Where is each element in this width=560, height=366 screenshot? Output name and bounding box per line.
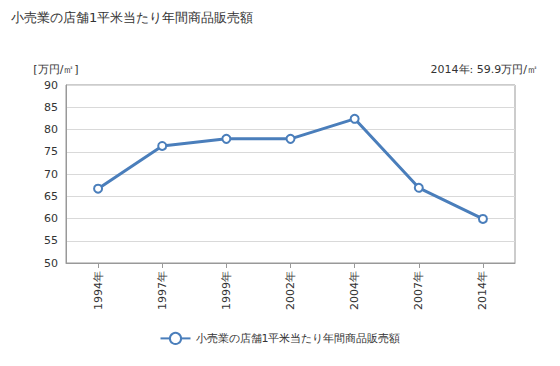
- svg-text:1994年: 1994年: [92, 271, 105, 310]
- svg-text:[万円/㎡]: [万円/㎡]: [33, 63, 78, 76]
- svg-text:2002年: 2002年: [284, 271, 297, 310]
- svg-text:2004年: 2004年: [348, 271, 361, 310]
- svg-text:60: 60: [44, 212, 58, 225]
- svg-text:90: 90: [44, 79, 58, 92]
- svg-text:小売業の店舗1平米当たり年間商品販売額: 小売業の店舗1平米当たり年間商品販売額: [196, 332, 401, 345]
- svg-text:65: 65: [44, 190, 58, 203]
- svg-text:85: 85: [44, 101, 58, 114]
- svg-text:小売業の店舗1平米当たり年間商品販売額: 小売業の店舗1平米当たり年間商品販売額: [11, 10, 253, 25]
- svg-text:50: 50: [44, 257, 58, 270]
- svg-text:2014年: 2014年: [476, 271, 489, 310]
- svg-text:55: 55: [44, 234, 58, 247]
- svg-text:2007年: 2007年: [412, 271, 425, 310]
- svg-text:75: 75: [44, 145, 58, 158]
- svg-text:2014年: 59.9万円/㎡: 2014年: 59.9万円/㎡: [431, 63, 538, 76]
- svg-text:1999年: 1999年: [220, 271, 233, 310]
- svg-text:1997年: 1997年: [156, 271, 169, 310]
- svg-text:70: 70: [44, 168, 58, 181]
- svg-text:80: 80: [44, 123, 58, 136]
